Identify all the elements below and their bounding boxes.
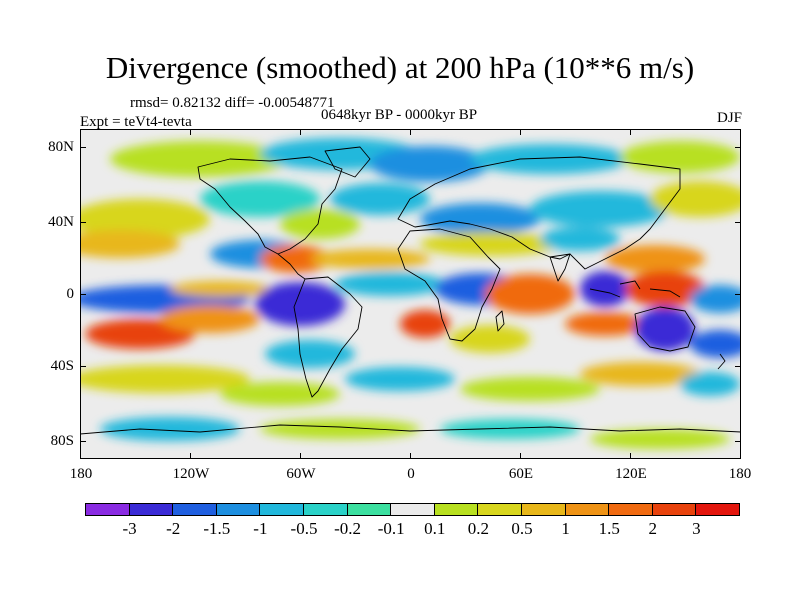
lon-tick-mark [520,129,521,135]
lat-tick-mark [735,366,741,367]
colorbar-box [259,503,304,516]
colorbar-label: -0.2 [334,519,362,538]
lon-tick-mark [630,129,631,135]
lon-tick-label: 60W [286,466,316,482]
colorbar-label: 2 [648,519,658,538]
lon-tick-mark [410,129,411,135]
lon-tick-mark [190,453,191,459]
lat-tick-label: 40S [50,358,74,374]
colorbar [85,503,740,516]
colorbar-box [651,503,697,516]
lat-tick-mark [80,222,86,223]
colorbar-box [520,503,566,516]
lon-tick-mark [190,129,191,135]
colorbar-box [608,503,653,516]
lon-tick-mark [520,453,521,459]
colorbar-box [477,503,522,516]
lon-tick-label: 0 [407,466,415,482]
lon-tick-mark [410,453,411,459]
map-plot [80,129,741,459]
colorbar-label: -0.5 [290,519,318,538]
coastlines [80,146,741,435]
lat-tick-label: 80N [48,139,74,155]
lon-tick-mark [300,453,301,459]
colorbar-label: 1.5 [598,519,620,538]
colorbar-box [695,503,740,516]
colorbar-label: -1.5 [203,519,231,538]
lon-tick-label: 120E [615,466,647,482]
lon-tick-label: 60E [508,466,534,482]
colorbar-box [172,503,217,516]
colorbar-label: -3 [122,519,137,538]
experiment-label: Expt = teVt4-tevta [80,114,192,130]
colorbar-box [564,503,610,516]
colorbar-label: 3 [692,519,701,538]
colorbar-label: 0.2 [467,519,490,538]
colorbar-label: 1 [561,519,570,538]
lat-tick-mark [735,441,741,442]
lon-tick-label: 120W [172,466,210,482]
lat-tick-mark [735,147,741,148]
colorbar-label: 0.1 [424,519,446,538]
colorbar-box [433,503,479,516]
lon-tick-mark [300,129,301,135]
colorbar-label: -0.1 [377,519,405,538]
lon-tick-mark [630,453,631,459]
colorbar-label: -2 [166,519,181,538]
lat-tick-mark [735,294,741,295]
lon-tick-label: 180 [69,466,93,482]
lat-tick-mark [80,366,86,367]
colorbar-box [346,503,392,516]
lat-tick-mark [80,294,86,295]
colorbar-label: 0.5 [511,519,533,538]
colorbar-box [302,503,348,516]
lat-tick-mark [80,441,86,442]
lat-tick-label: 80S [50,433,74,449]
contour-fill [80,138,741,449]
lon-tick-label: 180 [728,466,752,482]
colorbar-label: -1 [253,519,268,538]
lat-tick-mark [80,147,86,148]
lat-tick-label: 0 [66,286,75,302]
period-label: 0648kyr BP - 0000kyr BP [321,107,478,123]
colorbar-box [390,503,435,516]
colorbar-box [215,503,261,516]
stats-text: rmsd= 0.82132 diff= -0.00548771 [130,95,335,111]
colorbar-box [85,503,130,516]
lat-tick-label: 40N [48,214,74,230]
lat-tick-mark [735,222,741,223]
colorbar-box [128,503,174,516]
map-title: Divergence (smoothed) at 200 hPa (10**6 … [105,50,695,85]
season-label: DJF [716,110,742,126]
divergence-field [80,129,741,459]
